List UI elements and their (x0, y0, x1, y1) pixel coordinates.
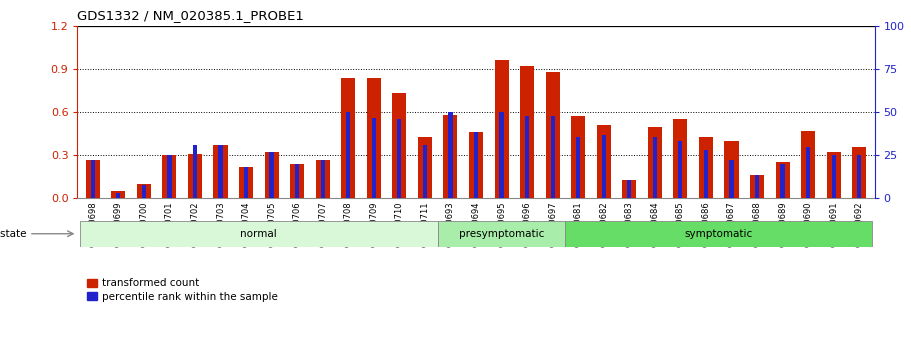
Text: normal: normal (241, 229, 277, 239)
Bar (724, 141, 739, 198)
Bar (137, 184, 151, 198)
Bar (673, 119, 688, 198)
Bar (601, 135, 606, 198)
Bar (781, 164, 784, 198)
Bar (295, 164, 299, 198)
Bar (576, 137, 580, 198)
Text: GDS1332 / NM_020385.1_PROBE1: GDS1332 / NM_020385.1_PROBE1 (77, 9, 304, 22)
Bar (499, 112, 504, 198)
Bar (826, 152, 841, 198)
Bar (239, 167, 253, 198)
Bar (801, 131, 815, 198)
Text: presymptomatic: presymptomatic (459, 229, 544, 239)
Bar (653, 137, 657, 198)
Bar (704, 149, 708, 198)
Bar (397, 119, 402, 198)
Bar (418, 137, 432, 198)
Bar (213, 145, 228, 198)
Bar (730, 159, 733, 198)
Bar (321, 159, 325, 198)
Bar (367, 78, 381, 198)
Bar (699, 137, 713, 198)
Bar (264, 152, 279, 198)
Bar (117, 193, 120, 198)
Bar (597, 125, 610, 198)
Bar (474, 132, 478, 198)
Text: disease state: disease state (0, 229, 26, 239)
Bar (168, 155, 171, 198)
Bar (852, 147, 866, 198)
Bar (495, 60, 508, 198)
Bar (80, 221, 437, 247)
Bar (627, 180, 631, 198)
Bar (448, 112, 453, 198)
Bar (437, 221, 566, 247)
Bar (832, 155, 835, 198)
Bar (244, 167, 248, 198)
Bar (622, 180, 636, 198)
Bar (444, 115, 457, 198)
Bar (316, 159, 330, 198)
Bar (290, 164, 304, 198)
Bar (520, 66, 534, 198)
Bar (525, 117, 529, 198)
Bar (86, 159, 100, 198)
Bar (648, 127, 662, 198)
Bar (550, 117, 555, 198)
Bar (142, 186, 146, 198)
Bar (111, 191, 126, 198)
Bar (755, 175, 759, 198)
Bar (346, 112, 351, 198)
Bar (806, 147, 810, 198)
Legend: transformed count, percentile rank within the sample: transformed count, percentile rank withi… (83, 274, 282, 306)
Text: symptomatic: symptomatic (684, 229, 752, 239)
Bar (750, 175, 764, 198)
Bar (270, 152, 273, 198)
Bar (162, 155, 177, 198)
Bar (219, 145, 222, 198)
Bar (679, 141, 682, 198)
Bar (372, 118, 376, 198)
Bar (566, 221, 872, 247)
Bar (469, 132, 483, 198)
Bar (775, 162, 790, 198)
Bar (91, 159, 95, 198)
Bar (571, 117, 585, 198)
Bar (546, 72, 559, 198)
Bar (193, 145, 197, 198)
Bar (188, 154, 202, 198)
Bar (423, 145, 427, 198)
Bar (393, 93, 406, 198)
Bar (342, 78, 355, 198)
Bar (857, 155, 861, 198)
